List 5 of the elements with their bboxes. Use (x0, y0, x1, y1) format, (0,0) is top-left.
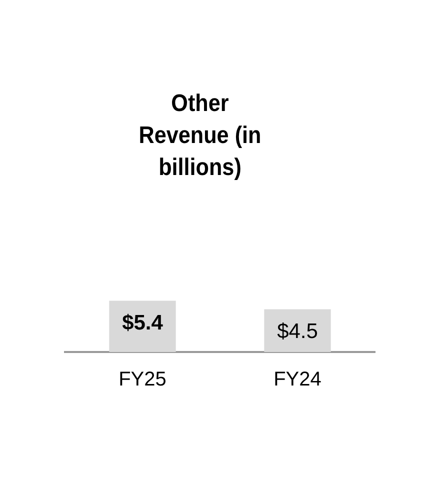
data-label: $4.5 (277, 320, 318, 344)
data-label: $5.4 (122, 312, 164, 335)
x-tick-label: FY25 (118, 368, 166, 391)
x-tick-label: FY24 (274, 368, 322, 391)
chart-title: Other Revenue (in billions) (138, 89, 262, 183)
